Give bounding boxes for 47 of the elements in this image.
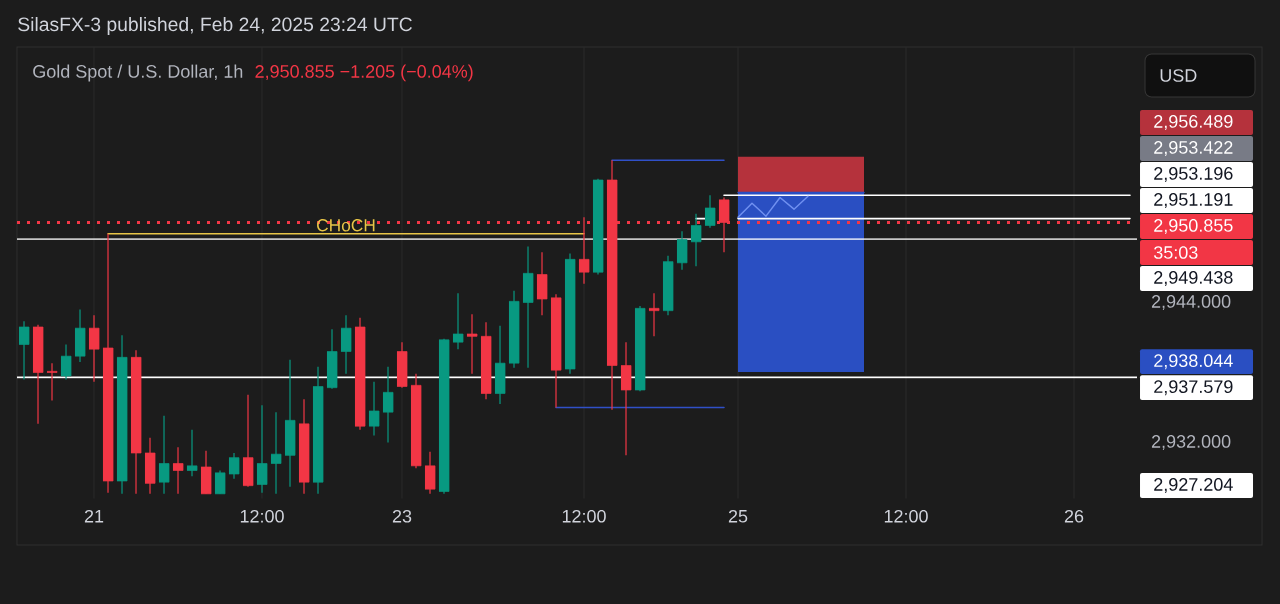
x-tick-label: 12:00	[562, 509, 606, 523]
annotation: CHoCH	[317, 219, 375, 232]
x-tick-label: 12:00	[884, 509, 928, 523]
y-axis-title: USD	[1160, 69, 1197, 82]
candlestick	[340, 314, 352, 375]
candlestick	[578, 216, 590, 285]
candlestick	[676, 230, 688, 271]
candlestick	[704, 194, 716, 229]
annotation: 2,950.855 −1.205 (−0.04%)	[255, 64, 473, 82]
x-tick-label: 12:00	[240, 509, 284, 523]
candlestick	[466, 313, 478, 375]
candlestick	[18, 320, 30, 381]
candlestick	[172, 446, 184, 495]
candlestick	[690, 213, 702, 267]
text: 2,938.044	[1154, 354, 1233, 370]
candlestick	[186, 429, 198, 477]
candlestick	[228, 452, 240, 480]
x-tick-label: 23	[392, 509, 412, 523]
x-tick-label: 26	[1064, 509, 1084, 523]
ref-line-label: 2,950.855	[1154, 219, 1233, 234]
candlestick	[424, 451, 436, 495]
text: 35:03	[1153, 246, 1198, 259]
candlestick	[270, 411, 282, 495]
chart-title: SilasFX-3 published, Feb 24, 2025 23:24 UTC	[18, 16, 412, 36]
data-label: 2,953.196	[1154, 167, 1233, 182]
x-tick-label: 25	[728, 509, 748, 523]
candlestick	[158, 415, 170, 495]
candlestick	[60, 343, 72, 381]
candlestick	[256, 404, 268, 494]
text: Gold Spot / U.S. Dollar, 1h	[33, 64, 243, 82]
candlestick	[214, 469, 226, 495]
ref-line-label: 2,937.579	[1154, 380, 1233, 396]
line-series	[737, 195, 809, 219]
text: 2,956.489	[1154, 115, 1233, 130]
data-label: 2,951.191	[1154, 193, 1233, 208]
y-tick-label: 2,944.000	[1151, 295, 1231, 310]
text: 2,927.204	[1154, 478, 1233, 493]
candlestick	[648, 292, 660, 337]
y-tick-label: 2,932.000	[1151, 435, 1231, 450]
text: 2,953.422	[1154, 141, 1233, 156]
candlestick	[46, 362, 58, 402]
candlestick	[382, 366, 394, 444]
x-tick-label: 21	[84, 509, 104, 523]
candlestick	[88, 314, 100, 383]
candlestick	[452, 292, 464, 350]
ref-line-label: 2,949.438	[1154, 271, 1233, 286]
candlestick	[368, 381, 380, 437]
